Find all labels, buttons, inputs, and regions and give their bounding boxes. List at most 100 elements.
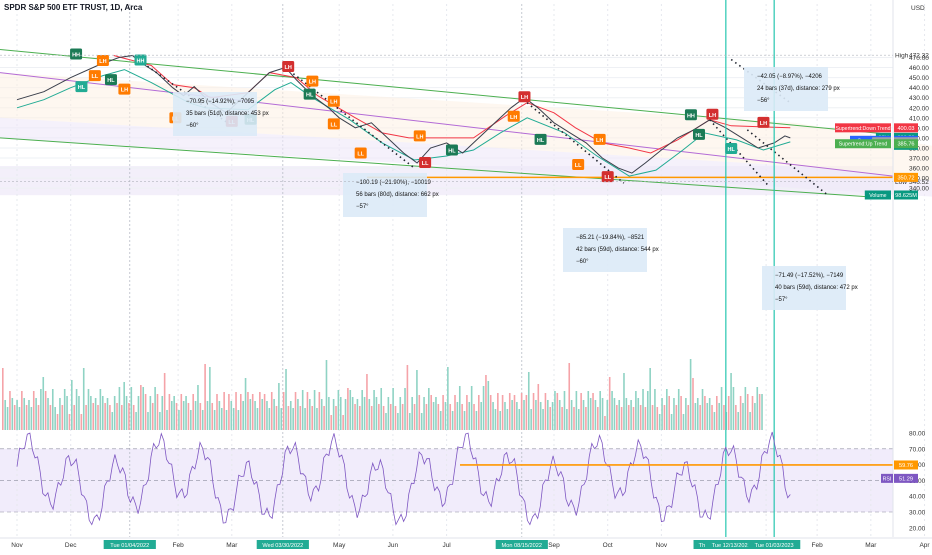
- volume-bar: [142, 387, 145, 430]
- date-highlight-tag[interactable]: Mon 08/15/2022: [495, 540, 548, 549]
- rsi-value-tag[interactable]: RSI 51.29: [881, 473, 918, 483]
- volume-bar: [137, 396, 140, 430]
- volume-bar: [173, 396, 175, 430]
- swing-label-ll[interactable]: LL: [327, 118, 340, 130]
- volume-bar: [675, 405, 678, 430]
- date-highlight-bg: [748, 540, 801, 549]
- rsi-level-tag[interactable]: 59.76: [894, 460, 918, 470]
- date-highlight-bg: [495, 540, 548, 549]
- swing-label-hh[interactable]: HH: [70, 48, 83, 60]
- swing-label-lh[interactable]: LH: [327, 95, 340, 107]
- volume-bar: [727, 396, 730, 430]
- swing-label-ll[interactable]: LL: [572, 159, 585, 171]
- volume-bar: [328, 397, 330, 430]
- swing-label-lh[interactable]: LH: [593, 133, 606, 145]
- tag-value-bg: [894, 139, 918, 149]
- swing-label-text: LL: [604, 175, 611, 181]
- swing-label-lh[interactable]: LH: [413, 130, 426, 142]
- swing-label-hl[interactable]: HL: [445, 144, 458, 156]
- volume-bar: [125, 396, 128, 430]
- measurement-box[interactable]: −100.19 (−21.90%), −10019 56 bars (80d), …: [343, 173, 439, 217]
- measurement-box[interactable]: −42.05 (−8.97%), −4206 24 bars (37d), dis…: [744, 67, 840, 111]
- date-highlight-tag[interactable]: Tue 01/03/2023: [748, 540, 801, 549]
- volume-bar: [570, 400, 573, 430]
- volume-bar: [758, 394, 761, 430]
- volume-bar: [163, 373, 166, 430]
- volume-bar: [406, 365, 409, 430]
- price-axis-tag[interactable]: Supertrend:Down Trend 400.03: [835, 123, 918, 133]
- measurement-line: 24 bars (37d), distance: 279 px: [757, 86, 840, 92]
- volume-bar: [558, 400, 561, 430]
- tag-value-bg: [894, 123, 918, 133]
- swing-label-lh[interactable]: LH: [507, 110, 520, 122]
- tag-value: 98.625M: [895, 193, 917, 199]
- swing-label-ll[interactable]: LL: [419, 157, 432, 169]
- price-axis-tag[interactable]: Supertrend:Up Trend 385.76: [835, 139, 918, 149]
- swing-label-text: HH: [687, 113, 695, 119]
- swing-label-ll[interactable]: LL: [354, 147, 367, 159]
- swing-label-box: [96, 55, 109, 67]
- measurement-box[interactable]: −85.21 (−19.84%), −8521 42 bars (59d), di…: [563, 228, 659, 272]
- measurement-line: −57°: [775, 297, 788, 303]
- trend-projection-line: [285, 66, 415, 169]
- swing-label-hl[interactable]: HL: [75, 81, 88, 93]
- volume-bar: [439, 411, 442, 430]
- volume-bar: [132, 405, 135, 430]
- volume-bar: [470, 386, 473, 430]
- swing-label-hh[interactable]: HH: [134, 54, 147, 66]
- volume-bar: [389, 404, 392, 430]
- volume-bar: [416, 370, 418, 430]
- volume-bar: [11, 398, 14, 430]
- date-highlight-tag[interactable]: Wed 03/30/2022: [256, 540, 309, 549]
- swing-label-lh[interactable]: LH: [282, 61, 295, 73]
- swing-label-ll[interactable]: LL: [601, 171, 614, 183]
- measurement-line: −57°: [356, 204, 369, 210]
- swing-label-box: [692, 128, 705, 140]
- volume-bar: [456, 402, 459, 430]
- swing-label-hl[interactable]: HL: [534, 133, 547, 145]
- swing-label-hl[interactable]: HL: [104, 74, 117, 86]
- volume-bar: [466, 395, 468, 430]
- measurement-box[interactable]: −71.49 (−17.52%), −7149 40 bars (59d), di…: [762, 266, 858, 310]
- price-axis-tag[interactable]: Volume 98.625M: [864, 190, 918, 200]
- volume-bar: [473, 404, 475, 430]
- volume-bar: [718, 403, 720, 430]
- volume-bar: [566, 409, 568, 430]
- volume-bar: [520, 393, 523, 430]
- date-highlight-tag[interactable]: Tue 12/13/2022: [705, 540, 758, 549]
- swing-label-hl[interactable]: HL: [725, 142, 738, 154]
- volume-bar: [301, 390, 304, 430]
- volume-bar: [532, 393, 535, 430]
- swing-label-hl[interactable]: HL: [692, 128, 705, 140]
- volume-bar: [616, 405, 618, 430]
- volume-bar: [194, 401, 197, 430]
- volume-bar: [599, 391, 601, 430]
- volume-bar: [399, 397, 402, 430]
- volume-bar: [149, 396, 152, 430]
- swing-label-lh[interactable]: LH: [96, 55, 109, 67]
- swing-label-box: [104, 74, 117, 86]
- price-axis-tag[interactable]: 350.72: [894, 172, 918, 182]
- swing-label-lh[interactable]: LH: [118, 83, 131, 95]
- volume-bar: [97, 405, 99, 430]
- swing-label-lh[interactable]: LH: [306, 75, 319, 87]
- swing-label-hh[interactable]: HH: [684, 109, 697, 121]
- volume-bar: [604, 416, 606, 430]
- volume-bar: [756, 387, 759, 430]
- volume-bar: [573, 407, 575, 430]
- measurement-box[interactable]: −70.95 (−14.92%), −7095 35 bars (51d), di…: [173, 92, 269, 136]
- volume-bar: [523, 400, 525, 430]
- volume-bar: [190, 410, 192, 430]
- volume-bar: [430, 395, 432, 430]
- date-highlight-tag[interactable]: Tue 01/04/2022: [103, 540, 156, 549]
- volume-bar: [299, 406, 302, 430]
- swing-label-hl[interactable]: HL: [303, 88, 316, 100]
- swing-label-lh[interactable]: LH: [757, 116, 770, 128]
- date-highlight-text: Tue 01/03/2023: [755, 543, 794, 549]
- swing-label-lh[interactable]: LH: [706, 108, 719, 120]
- trend-projection-line: [526, 102, 625, 184]
- swing-label-lh[interactable]: LH: [518, 91, 531, 103]
- swing-label-ll[interactable]: LL: [88, 70, 101, 82]
